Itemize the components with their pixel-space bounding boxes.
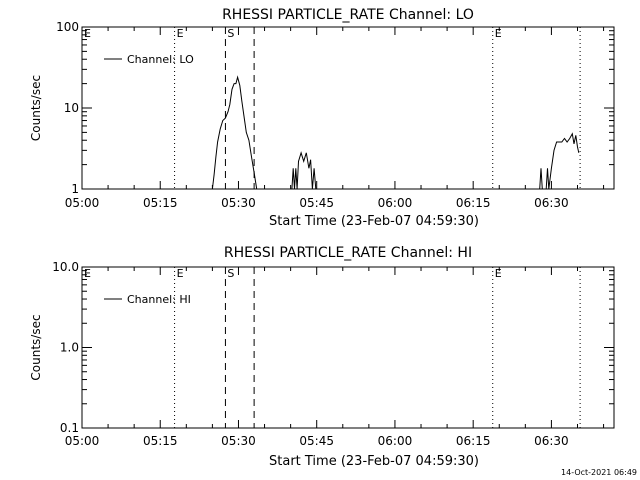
plot-frame bbox=[81, 26, 615, 190]
event-label: S bbox=[227, 27, 234, 40]
y-tick-label: 0.1 bbox=[60, 421, 79, 435]
x-tick-label: 05:45 bbox=[299, 434, 334, 448]
x-tick-label: 05:15 bbox=[143, 196, 178, 210]
plot-frame bbox=[81, 266, 615, 429]
edge-label: E bbox=[84, 27, 91, 40]
x-tick-label: 05:00 bbox=[65, 196, 100, 210]
event-label: S bbox=[227, 267, 234, 280]
event-label: E bbox=[495, 27, 502, 40]
edge-label: E bbox=[84, 267, 91, 280]
y-tick-label: 1.0 bbox=[60, 341, 79, 355]
y-tick-label: 100 bbox=[56, 20, 79, 34]
x-tick-label: 05:15 bbox=[143, 434, 178, 448]
legend-label: Channel: HI bbox=[127, 293, 191, 306]
series-line bbox=[211, 75, 580, 190]
chart-title: RHESSI PARTICLE_RATE Channel: LO bbox=[222, 7, 474, 23]
x-tick-label: 05:00 bbox=[65, 434, 100, 448]
y-tick-label: 10 bbox=[64, 101, 79, 115]
event-label: E bbox=[177, 267, 184, 280]
y-tick-label: 10.0 bbox=[52, 260, 79, 274]
x-tick-label: 05:30 bbox=[221, 196, 256, 210]
y-tick-label: 1 bbox=[71, 182, 79, 196]
event-label: E bbox=[495, 267, 502, 280]
x-axis-label: Start Time (23-Feb-07 04:59:30) bbox=[269, 454, 479, 469]
x-tick-label: 06:00 bbox=[378, 196, 413, 210]
x-tick-label: 06:30 bbox=[534, 196, 569, 210]
x-axis-label: Start Time (23-Feb-07 04:59:30) bbox=[269, 214, 479, 229]
panel-lo: RHESSI PARTICLE_RATE Channel: LO 05:00 05:… bbox=[29, 7, 615, 229]
y-axis-label: Counts/sec bbox=[29, 314, 43, 380]
x-tick-label: 06:30 bbox=[534, 434, 569, 448]
y-axis-label: Counts/sec bbox=[29, 75, 43, 141]
legend-label: Channel: LO bbox=[127, 53, 194, 66]
x-tick-label: 06:15 bbox=[456, 434, 491, 448]
x-tick-label: 06:15 bbox=[456, 196, 491, 210]
footer-timestamp: 14-Oct-2021 06:49 bbox=[561, 468, 637, 477]
x-tick-label: 05:30 bbox=[221, 434, 256, 448]
x-tick-label: 05:45 bbox=[299, 196, 334, 210]
x-tick-label: 06:00 bbox=[378, 434, 413, 448]
panel-hi: RHESSI PARTICLE_RATE Channel: HI 05:00 05:… bbox=[29, 245, 615, 469]
chart-title: RHESSI PARTICLE_RATE Channel: HI bbox=[224, 245, 472, 261]
event-label: E bbox=[177, 27, 184, 40]
